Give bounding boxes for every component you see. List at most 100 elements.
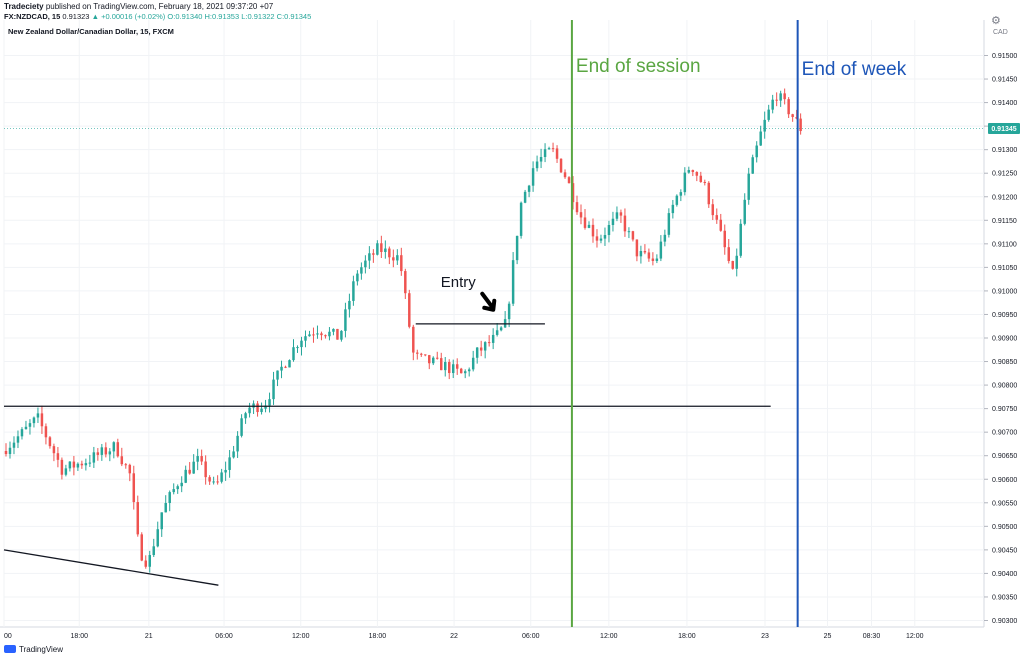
candle-body bbox=[116, 442, 120, 457]
candle-body bbox=[599, 238, 603, 241]
candle-body bbox=[400, 255, 403, 272]
candle-body bbox=[80, 463, 84, 466]
candle-body bbox=[112, 442, 116, 452]
y-tick-label: 0.91400 bbox=[992, 100, 1017, 107]
candle-body bbox=[256, 403, 259, 413]
candle-body bbox=[499, 327, 503, 331]
x-tick-label: 06:00 bbox=[215, 633, 233, 640]
candle-body bbox=[312, 334, 315, 336]
candle-body bbox=[364, 260, 367, 268]
y-tick-label: 0.91250 bbox=[992, 171, 1017, 178]
candle-body bbox=[168, 492, 171, 503]
candle-body bbox=[643, 251, 647, 253]
candle-body bbox=[428, 355, 431, 364]
publisher-name[interactable]: Tradeciety bbox=[4, 2, 44, 11]
candle-body bbox=[635, 239, 639, 257]
currency-label: CAD bbox=[993, 29, 1008, 36]
candle-body bbox=[631, 231, 635, 240]
y-tick-label: 0.90650 bbox=[992, 453, 1017, 460]
candle-body bbox=[440, 358, 443, 371]
y-tick-label: 0.90300 bbox=[992, 618, 1017, 625]
candle-body bbox=[483, 342, 487, 351]
x-tick-label: 25 bbox=[824, 633, 832, 640]
candle-body bbox=[72, 461, 76, 468]
candle-body bbox=[611, 218, 615, 226]
candle-body bbox=[44, 426, 48, 438]
x-tick-label: 23 bbox=[761, 633, 769, 640]
end-of-week-label: End of week bbox=[802, 59, 907, 80]
candle-body bbox=[372, 253, 375, 255]
symbol-name[interactable]: FX:NZDCAD, 15 bbox=[4, 12, 61, 21]
y-tick-label: 0.90750 bbox=[992, 406, 1017, 413]
candle-body bbox=[675, 195, 679, 205]
candle-body bbox=[751, 157, 754, 174]
candle-body bbox=[699, 175, 703, 182]
candle-body bbox=[787, 99, 790, 115]
symbol-info: FX:NZDCAD, 15 0.91323 ▲ +0.00016 (+0.02%… bbox=[4, 12, 311, 21]
candle-body bbox=[388, 248, 391, 258]
candle-body bbox=[703, 181, 707, 183]
candlestick-series bbox=[4, 88, 802, 573]
candle-body bbox=[412, 326, 415, 353]
candle-body bbox=[108, 451, 112, 455]
candle-body bbox=[655, 258, 659, 261]
gear-icon[interactable]: ⚙ bbox=[991, 15, 1001, 27]
candle-body bbox=[491, 334, 495, 343]
candle-body bbox=[52, 446, 56, 454]
candle-body bbox=[320, 333, 323, 336]
candle-body bbox=[328, 331, 331, 337]
candle-body bbox=[467, 369, 471, 372]
candle-body bbox=[799, 118, 802, 132]
chart-annotations: Entry End of session End of week bbox=[3, 20, 984, 627]
candle-body bbox=[224, 469, 227, 473]
entry-arrow-icon bbox=[480, 291, 494, 308]
candle-body bbox=[715, 215, 719, 220]
candle-body bbox=[727, 247, 730, 262]
last-price: 0.91323 bbox=[62, 12, 90, 21]
candle-body bbox=[679, 192, 683, 196]
candle-body bbox=[408, 293, 411, 327]
y-tick-label: 0.90600 bbox=[992, 477, 1017, 484]
candle-body bbox=[735, 255, 738, 269]
candle-body bbox=[567, 177, 571, 184]
candle-body bbox=[523, 191, 527, 203]
candle-body bbox=[459, 368, 463, 374]
candle-body bbox=[775, 99, 778, 101]
candle-body bbox=[591, 224, 595, 237]
candle-body bbox=[539, 157, 543, 162]
candle-body bbox=[416, 352, 419, 354]
candle-body bbox=[76, 463, 80, 468]
candle-body bbox=[4, 451, 8, 455]
candle-body bbox=[603, 235, 607, 239]
candle-body bbox=[16, 436, 20, 443]
y-tick-label: 0.90700 bbox=[992, 430, 1017, 437]
candle-body bbox=[264, 405, 267, 409]
candle-body bbox=[455, 364, 459, 369]
candle-body bbox=[551, 148, 555, 150]
candle-body bbox=[316, 333, 319, 335]
candle-body bbox=[376, 243, 379, 255]
candle-body bbox=[543, 149, 547, 158]
candle-body bbox=[88, 462, 92, 464]
tradingview-logo[interactable]: TradingView bbox=[4, 645, 63, 654]
candle-body bbox=[308, 334, 311, 337]
candle-body bbox=[547, 148, 551, 150]
candle-body bbox=[743, 199, 746, 224]
candle-body bbox=[24, 426, 28, 430]
candle-body bbox=[783, 93, 786, 100]
candle-body bbox=[236, 435, 239, 452]
candle-body bbox=[276, 370, 279, 380]
candle-body bbox=[587, 224, 591, 228]
candle-body bbox=[368, 253, 371, 261]
candle-body bbox=[212, 481, 215, 483]
candle-body bbox=[148, 555, 151, 567]
candle-body bbox=[747, 173, 750, 200]
candle-body bbox=[40, 413, 44, 427]
candle-body bbox=[719, 219, 723, 231]
candle-body bbox=[683, 172, 687, 193]
candle-body bbox=[92, 452, 96, 463]
candle-body bbox=[471, 357, 475, 370]
candle-body bbox=[432, 357, 435, 364]
candle-body bbox=[535, 161, 539, 169]
